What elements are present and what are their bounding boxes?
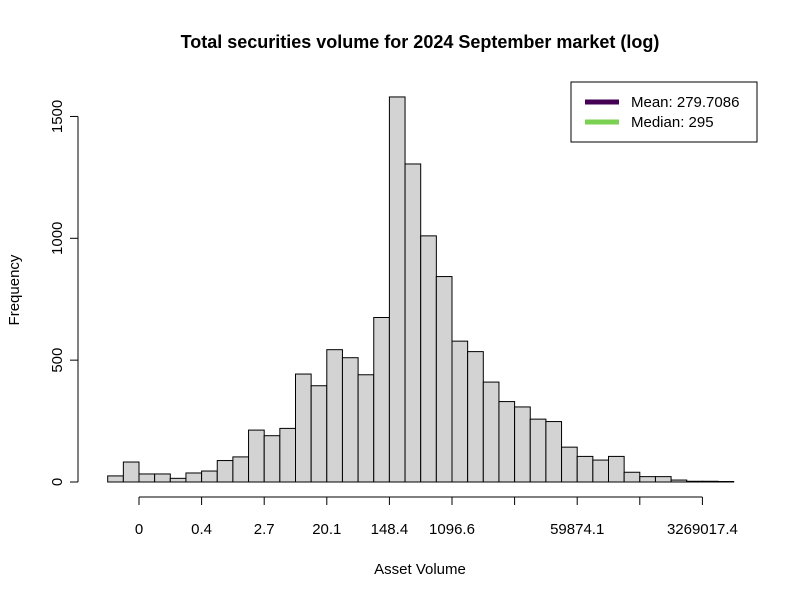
histogram-bar	[310, 385, 328, 483]
histogram-bar	[482, 381, 500, 483]
y-tick-label: 1500	[49, 100, 66, 133]
histogram-bar	[451, 340, 469, 483]
histogram-bar	[341, 357, 359, 483]
legend-label: Mean: 279.7086	[631, 94, 739, 111]
histogram-bar	[576, 455, 594, 483]
x-tick-label: 1096.6	[429, 521, 475, 538]
histogram-bar	[529, 418, 547, 483]
histogram-bar	[138, 473, 156, 483]
x-tick-label: 3269017.4	[667, 521, 738, 538]
histogram-bar	[467, 351, 484, 483]
histogram-bar	[420, 235, 437, 483]
y-axis: 0 500 1000 1500	[49, 100, 79, 486]
histogram-bar	[654, 476, 672, 483]
histogram-bar	[623, 471, 641, 483]
histogram-bar	[670, 479, 688, 483]
legend: Mean: 279.7086 Median: 295	[570, 81, 758, 143]
x-tick-label: 59874.1	[550, 521, 604, 538]
histogram-bar	[169, 477, 187, 483]
histogram-bar	[295, 373, 312, 483]
histogram-bar	[498, 401, 516, 483]
x-tick-label: 2.7	[254, 521, 275, 538]
histogram-bar	[404, 163, 422, 483]
x-tick-label: 20.1	[312, 521, 341, 538]
x-tick-label: 0	[135, 521, 143, 538]
histogram-bar	[639, 476, 656, 483]
histogram-bar	[435, 276, 453, 483]
histogram-bar	[232, 456, 250, 483]
histogram-bar	[608, 455, 625, 483]
histogram-bar	[388, 96, 406, 483]
y-tick-label: 500	[49, 348, 66, 373]
chart-title: Total securities volume for 2024 Septemb…	[181, 32, 660, 52]
x-axis: 0 0.4 2.7 20.1 148.4 1096.6 59874.1 3269017.4	[135, 496, 738, 538]
histogram-bar	[373, 317, 390, 483]
legend-label: Median: 295	[631, 114, 714, 131]
histogram-bar	[514, 406, 531, 483]
histogram-bar	[201, 470, 218, 483]
histogram-bar	[185, 472, 203, 483]
x-tick-label: 148.4	[371, 521, 409, 538]
histogram-bar	[686, 480, 703, 483]
histogram-bar	[701, 480, 719, 483]
histogram-bar	[592, 459, 609, 483]
histogram-bar	[357, 374, 375, 483]
histogram-bar	[107, 475, 124, 483]
histogram-bar	[122, 461, 140, 483]
y-axis-label: Frequency	[6, 254, 23, 325]
histogram-bar	[279, 427, 297, 483]
bars-group	[107, 96, 735, 483]
histogram-bar	[561, 446, 578, 483]
x-axis-label: Asset Volume	[374, 561, 466, 578]
histogram-bar	[263, 435, 281, 483]
histogram-bar	[248, 429, 265, 483]
histogram-bar	[545, 421, 563, 483]
y-tick-label: 0	[49, 478, 66, 486]
y-tick-label: 1000	[49, 222, 66, 255]
histogram-bar	[216, 460, 234, 483]
histogram-bar	[326, 349, 343, 483]
histogram-bar	[154, 473, 171, 483]
legend-box	[570, 81, 758, 143]
x-tick-label: 0.4	[191, 521, 212, 538]
